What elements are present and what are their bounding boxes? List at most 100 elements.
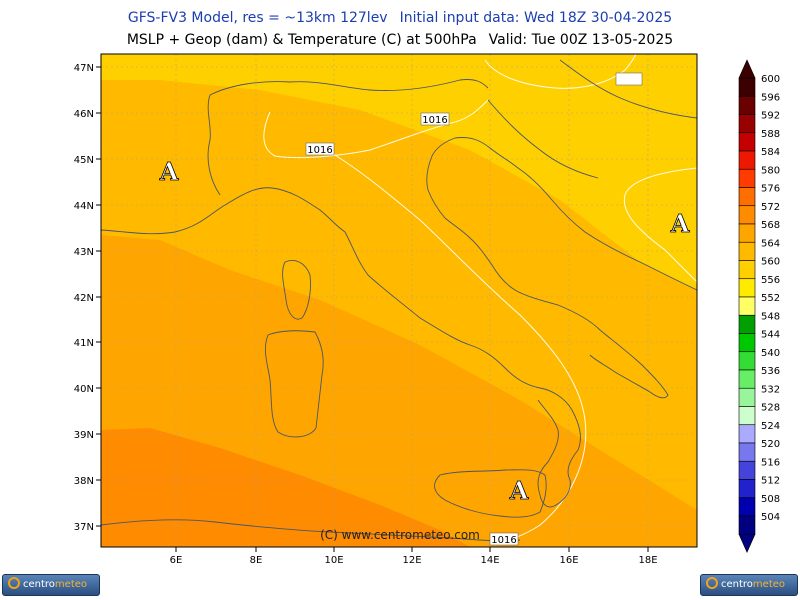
legend-level-label: 564 [761, 238, 780, 249]
legend-swatch [738, 479, 756, 499]
lat-label: 45N [74, 155, 94, 166]
field-info-line: MSLP + Geop (dam) & Temperature (C) at 5… [0, 32, 800, 48]
legend-swatch [738, 95, 756, 115]
legend-swatch [738, 515, 756, 535]
lat-label: 38N [74, 476, 94, 487]
legend-level-label: 516 [761, 457, 780, 468]
lat-label: 42N [74, 293, 94, 304]
isobar-label-box [305, 142, 335, 156]
isobar-label-boxes [305, 72, 643, 546]
lat-label: 39N [74, 430, 94, 441]
temperature-label: -20 [621, 75, 637, 86]
lat-label: 41N [74, 338, 94, 349]
graticule [101, 54, 697, 547]
legend-level-label: 512 [761, 476, 780, 487]
init-time: Initial input data: Wed 18Z 30-04-2025 [399, 10, 673, 26]
legend-swatch [738, 77, 756, 97]
legend-level-label: 520 [761, 439, 780, 450]
lat-label: 47N [74, 63, 94, 74]
legend-level-label: 544 [761, 330, 780, 341]
lon-label: 16E [559, 555, 578, 566]
legend-swatch [738, 150, 756, 170]
legend-swatch [738, 260, 756, 280]
centrometeo-logo-left[interactable]: centrometeo [2, 574, 100, 596]
lat-label: 44N [74, 201, 94, 212]
high-pressure-marker: A [670, 209, 690, 238]
legend-swatch [738, 351, 756, 371]
isobar-label-box [420, 112, 450, 126]
isobar-label: 1016 [491, 535, 516, 546]
field-description: MSLP + Geop (dam) & Temperature (C) at 5… [126, 32, 477, 48]
lon-label: 10E [324, 555, 343, 566]
legend-swatch [738, 314, 756, 334]
legend-top-arrow [738, 59, 756, 79]
legend-swatch [738, 333, 756, 353]
legend-swatch [738, 296, 756, 316]
legend-swatch [738, 497, 756, 517]
legend-level-label: 596 [761, 92, 780, 103]
model-info-line: GFS-FV3 Model, res = ~13km 127lev Initial… [0, 10, 800, 26]
legend-level-label: 584 [761, 147, 780, 158]
high-pressure-marker: A [159, 157, 179, 186]
legend-level-label: 572 [761, 202, 780, 213]
lat-label: 40N [74, 384, 94, 395]
model-name: GFS-FV3 Model, res = ~13km 127lev [127, 10, 388, 26]
map-frame [100, 53, 698, 548]
legend-level-label: 528 [761, 403, 780, 414]
valid-time: Valid: Tue 00Z 13-05-2025 [488, 32, 674, 48]
legend-swatch [738, 168, 756, 188]
legend-bottom-arrow [738, 533, 756, 553]
high-pressure-marker: A [509, 476, 529, 505]
legend-level-label: 560 [761, 257, 780, 268]
lon-label: 14E [480, 555, 499, 566]
legend-level-label: 600 [761, 74, 780, 85]
legend-level-label: 588 [761, 129, 780, 140]
legend-level-label: 504 [761, 512, 780, 523]
legend-level-label: 548 [761, 311, 780, 322]
lon-label: 6E [170, 555, 183, 566]
isobar-label-box [489, 532, 519, 546]
longitude-axis: 6E 8E 10E 12E 14E 16E 18E [170, 547, 658, 566]
legend-swatch [738, 424, 756, 444]
lon-label: 12E [402, 555, 421, 566]
centrometeo-logo-right[interactable]: centrometeo [700, 574, 798, 596]
legend-swatch [738, 460, 756, 480]
legend-swatch [738, 187, 756, 207]
copyright-text: (C) www.centrometeo.com [320, 528, 480, 542]
logo-ring-icon [8, 577, 20, 589]
legend-level-label: 532 [761, 384, 780, 395]
legend-swatch [738, 406, 756, 426]
legend-level-label: 524 [761, 421, 780, 432]
temp-label-box [615, 72, 643, 86]
latitude-axis: 47N 46N 45N 44N 43N 42N 41N 40N 39N 38N … [74, 63, 101, 533]
legend-level-label: 536 [761, 366, 780, 377]
coastlines-and-borders [101, 59, 697, 542]
legend-swatch [738, 114, 756, 134]
legend-level-label: 576 [761, 184, 780, 195]
legend-level-label: 592 [761, 111, 780, 122]
legend-level-label: 508 [761, 494, 780, 505]
legend-swatch [738, 223, 756, 243]
legend-swatch [738, 278, 756, 298]
lat-label: 37N [74, 522, 94, 533]
legend-level-label: 568 [761, 220, 780, 231]
legend-level-label: 552 [761, 293, 780, 304]
legend-swatch [738, 132, 756, 152]
color-scale-legend: 600 596 592 588 584 580 576 572 568 564 560 556 552 5… [738, 59, 780, 553]
logo-ring-icon [706, 577, 718, 589]
lon-label: 8E [250, 555, 263, 566]
geopotential-band-572 [101, 428, 470, 547]
legend-swatch [738, 241, 756, 261]
legend-swatch [738, 387, 756, 407]
legend-level-label: 540 [761, 348, 780, 359]
lon-label: 18E [638, 555, 657, 566]
isobar-label: 1016 [422, 115, 447, 126]
legend-level-label: 580 [761, 165, 780, 176]
legend-level-label: 556 [761, 275, 780, 286]
lat-label: 46N [74, 109, 94, 120]
legend-swatch [738, 442, 756, 462]
isobars [263, 54, 697, 546]
legend-swatch [738, 369, 756, 389]
isobar-label: 1016 [307, 145, 332, 156]
